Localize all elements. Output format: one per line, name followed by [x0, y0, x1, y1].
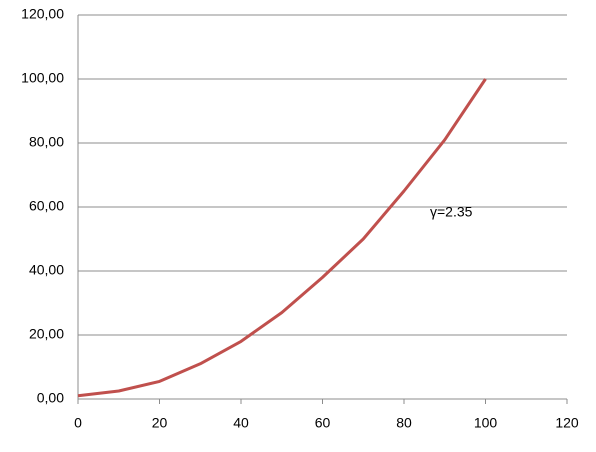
x-tick-label: 100 — [474, 415, 498, 431]
x-tick-label: 40 — [233, 415, 249, 431]
x-tick-label: 80 — [396, 415, 412, 431]
data-line — [77, 78, 487, 398]
y-tick-label: 60,00 — [29, 198, 64, 214]
y-tick-label: 20,00 — [29, 326, 64, 342]
y-tick-label: 100,00 — [21, 70, 64, 86]
x-tick-label: 60 — [315, 415, 331, 431]
y-tick-label: 40,00 — [29, 262, 64, 278]
x-tick-label: 0 — [74, 415, 82, 431]
y-tick-label: 80,00 — [29, 134, 64, 150]
annotation: γ=2.35 — [430, 204, 473, 220]
y-tick-label: 120,00 — [21, 6, 64, 22]
x-tick-label: 120 — [555, 415, 579, 431]
y-tick-label: 0,00 — [37, 390, 64, 406]
x-tick-label: 20 — [152, 415, 168, 431]
